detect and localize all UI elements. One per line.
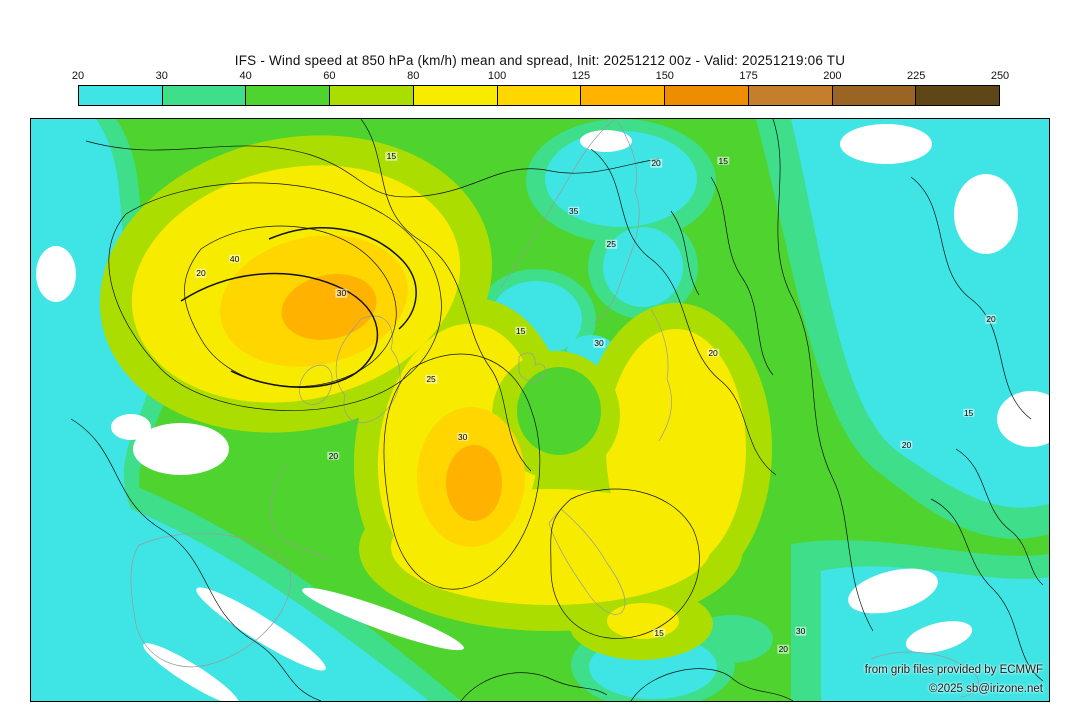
colorbar-tick: 80 [407,70,420,82]
attribution: from grib files provided by ECMWF ©2025 … [865,661,1043,698]
attribution-copyright: ©2025 sb@irizone.net [928,682,1043,695]
colorbar-segment [79,86,163,105]
colorbar-segment [162,86,247,105]
colorbar: 20 30 40 60 80 100 125 150 175 200 225 2… [72,70,1009,106]
colorbar-segment [246,86,331,105]
colorbar-tick: 200 [823,70,842,82]
colorbar-bar [78,85,1000,106]
wind-map-panel: 15 20 15 35 25 20 40 30 15 30 20 20 25 15 30 20 20 15 30 20… [30,118,1050,702]
colorbar-segment [581,86,666,105]
colorbar-tick: 30 [155,70,168,82]
chart-title: IFS - Wind speed at 850 hPa (km/h) mean … [234,53,846,68]
colorbar-tick: 250 [990,70,1010,82]
colorbar-segment [916,86,1000,105]
spread-contours [70,119,1044,701]
colorbar-segment [497,86,582,105]
colorbar-segment [832,86,917,105]
colorbar-segment [748,86,833,105]
colorbar-tick: 40 [239,70,252,82]
colorbar-segment [330,86,414,105]
speed-band-100-125-core [281,274,502,521]
coastlines [130,119,979,698]
colorbar-tick: 20 [71,70,85,82]
colorbar-tick: 150 [655,70,674,82]
colorbar-tick: 125 [571,70,591,82]
attribution-source: from grib files provided by ECMWF [864,664,1043,677]
colorbar-tick: 100 [487,70,507,82]
speed-gap-green [517,367,601,455]
colorbar-tick-labels: 20 30 40 60 80 100 125 150 175 200 225 2… [72,70,1009,84]
speed-band-below-20 [36,124,1049,701]
colorbar-segment [665,86,749,105]
colorbar-tick: 225 [907,70,926,82]
spread-contours-bold [180,227,417,388]
wind-map-svg [31,119,1049,701]
colorbar-tick: 60 [323,70,336,82]
colorbar-tick: 175 [739,70,758,82]
colorbar-segment [413,86,498,105]
